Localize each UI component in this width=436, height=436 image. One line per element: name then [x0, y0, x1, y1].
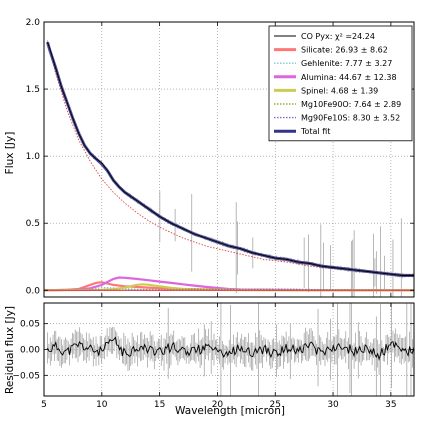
x-tick-label: 35 [385, 400, 396, 410]
x-tick-label: 25 [270, 400, 281, 410]
x-tick-label: 15 [154, 400, 165, 410]
flux-ticks: 0.0 0.5 1.0 1.5 2.0 [26, 18, 414, 297]
x-tick-label: 30 [327, 400, 339, 410]
series-alumina [44, 276, 414, 292]
legend-label: Total fit [300, 127, 330, 136]
flux-plot-frame [43, 21, 415, 298]
legend-label: Mg90Fe10S: 8.30 ± 3.52 [301, 114, 400, 123]
legend-label: Gehlenite: 7.77 ± 3.27 [301, 59, 392, 68]
y-tick-label: 2.0 [26, 18, 41, 28]
residual-ticks: 5 10 15 20 25 30 35 −0.05 0.00 0.05 [12, 303, 414, 410]
residual-panel: 5 10 15 20 25 30 35 −0.05 0.00 0.05 Residual flux… [4, 302, 415, 417]
series-continuum [49, 50, 414, 275]
legend-label: Mg10Fe90O: 7.64 ± 2.89 [301, 100, 401, 109]
y-tick-label: 1.0 [26, 152, 41, 162]
flux-panel: 0.0 0.5 1.0 1.5 2.0 Flux [Jy] CO Pyx: χ² =24… [4, 18, 415, 298]
legend-label: CO Pyx: χ² =24.24 [301, 32, 375, 41]
x-axis-label: Wavelength [micron] [175, 405, 285, 417]
legend-label: Spinel: 4.68 ± 1.39 [301, 86, 378, 95]
x-tick-label: 20 [212, 400, 224, 410]
flux-series [44, 40, 414, 297]
y-tick-label: 0.05 [20, 320, 40, 330]
legend: CO Pyx: χ² =24.24 Silicate: 26.93 ± 8.62 G… [268, 25, 413, 142]
y-tick-label: 0.00 [20, 346, 40, 356]
legend-label: Alumina: 44.67 ± 12.38 [301, 73, 397, 82]
legend-box [268, 25, 413, 142]
x-tick-label: 5 [41, 400, 47, 410]
series-residual [47, 336, 414, 362]
flux-y-axis-label: Flux [Jy] [4, 132, 16, 175]
y-tick-label: 0.0 [26, 286, 41, 296]
residual-series [47, 303, 414, 396]
y-tick-label: 0.5 [26, 219, 40, 229]
x-tick-label: 10 [96, 400, 108, 410]
residual-y-axis-label: Residual flux [Jy] [4, 306, 16, 394]
legend-label: Silicate: 26.93 ± 8.62 [301, 46, 388, 55]
y-tick-label: −0.05 [12, 371, 40, 381]
y-tick-label: 1.5 [26, 85, 40, 95]
series-co-pyx [47, 41, 414, 276]
